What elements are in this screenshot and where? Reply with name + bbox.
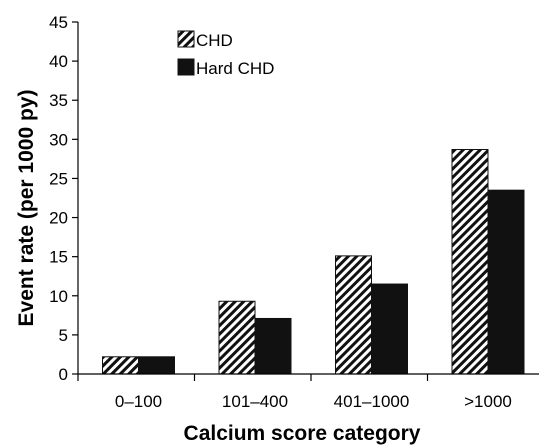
y-axis-title: Event rate (per 1000 py) [15, 90, 38, 327]
y-tick-label: 0 [59, 365, 68, 384]
legend: CHD Hard CHD [177, 30, 274, 78]
legend-label: CHD [196, 31, 233, 50]
bars-group [102, 149, 525, 375]
x-axis-title: Calcium score category [184, 422, 421, 445]
bar-chd [335, 255, 372, 375]
x-tick-label: 401–1000 [334, 392, 410, 411]
x-ticks: 0–100 101–400 401–1000 >1000 [77, 374, 512, 411]
bar-hard-chd [371, 283, 408, 375]
y-tick-label: 45 [49, 13, 68, 32]
bar-chd [102, 356, 139, 375]
y-tick-label: 40 [49, 52, 68, 71]
y-ticks: 0 5 10 15 20 25 30 35 40 45 [49, 13, 78, 384]
y-tick-label: 20 [49, 209, 68, 228]
legend-swatch [177, 30, 195, 48]
x-tick-label: 101–400 [222, 392, 288, 411]
legend-swatch [177, 58, 195, 76]
bar-hard-chd [138, 356, 175, 375]
y-tick-label: 25 [49, 169, 68, 188]
bar-chd [451, 149, 489, 375]
bar-hard-chd [254, 317, 292, 375]
x-tick-label: 0–100 [115, 392, 162, 411]
y-tick-label: 10 [49, 287, 68, 306]
x-tick-label: >1000 [464, 392, 512, 411]
bar-hard-chd [487, 189, 525, 375]
y-tick-label: 30 [49, 130, 68, 149]
bar-chd [218, 300, 256, 375]
y-tick-label: 5 [59, 326, 68, 345]
legend-label: Hard CHD [196, 59, 274, 78]
y-tick-label: 35 [49, 91, 68, 110]
y-tick-label: 15 [49, 248, 68, 267]
